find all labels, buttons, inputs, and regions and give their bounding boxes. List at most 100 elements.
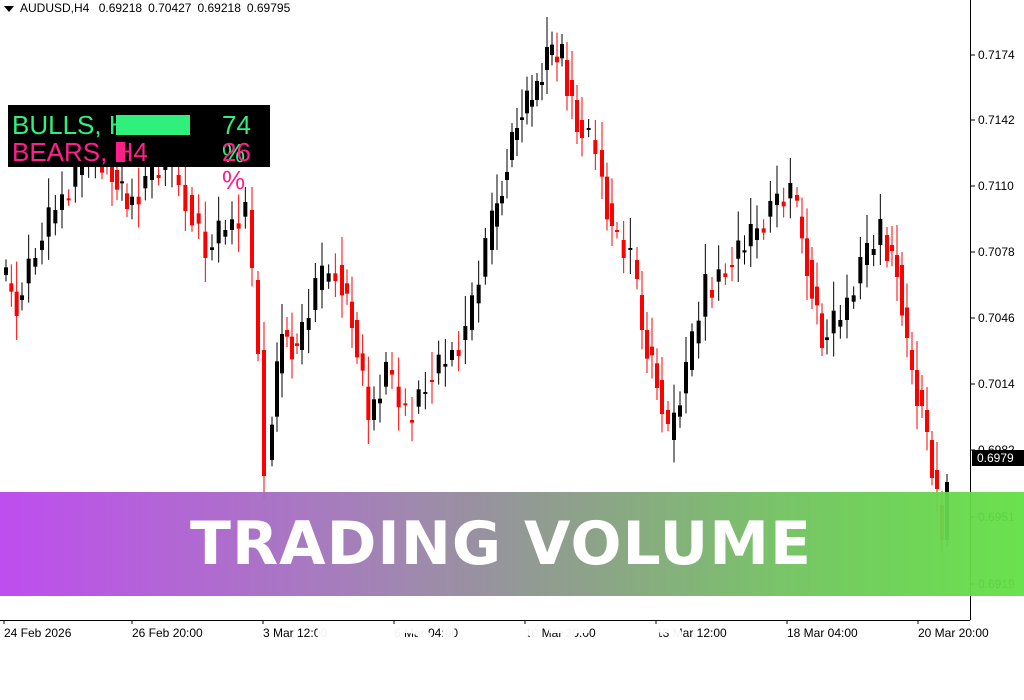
candle-body (831, 310, 836, 334)
candle-body (130, 196, 134, 205)
candle-body (136, 196, 141, 205)
time-tick-label: 20 Mar 20:00 (918, 626, 989, 640)
candle-body (183, 185, 188, 211)
candle-body (236, 223, 241, 229)
candle-body (46, 207, 51, 237)
candle-body (690, 331, 694, 370)
candle-body (795, 195, 799, 201)
bears-strength-bar (116, 142, 125, 162)
price-tick-label: 0.7046 (978, 311, 1015, 325)
candle-body (150, 167, 154, 180)
candle-body (33, 258, 38, 267)
candle-body (66, 198, 71, 201)
candle-body (443, 364, 448, 367)
candle-body (73, 167, 78, 187)
candle-body (805, 238, 809, 276)
candle-body (560, 44, 564, 59)
time-axis: 24 Feb 2026 26 Feb 20:00 3 Mar 12:00 6 Mar … (3, 620, 989, 640)
candle-body (545, 47, 549, 70)
candle-body (755, 228, 759, 240)
candle-body (20, 295, 24, 300)
time-tick-label: 13 Mar 12:00 (656, 626, 727, 640)
candle-body (345, 283, 349, 294)
open-value: 0.69218 (98, 1, 143, 15)
time-tick-label: 18 Mar 04:00 (787, 626, 858, 640)
candle-body (333, 273, 338, 281)
candle-body (378, 398, 382, 404)
candle-body (470, 295, 474, 330)
candle-body (684, 362, 688, 394)
candle-body (156, 175, 161, 178)
candle-body (920, 390, 924, 406)
candle-body (621, 240, 626, 258)
candle-body (350, 301, 354, 328)
candle-body (905, 307, 909, 338)
candle-body (476, 284, 481, 304)
candle-body (515, 128, 519, 140)
candle-body (530, 100, 534, 107)
price-tick-label: 0.7174 (978, 48, 1015, 62)
candle-body (320, 265, 324, 290)
time-tick-label: 26 Feb 20:00 (132, 626, 203, 640)
candle-body (610, 203, 614, 226)
candle-body (120, 181, 124, 184)
candle-body (14, 291, 19, 316)
candle-body (672, 412, 676, 440)
candle-body (800, 216, 804, 239)
close-value: 0.69795 (246, 1, 291, 15)
candle-body (340, 265, 344, 296)
bulls-percent: 74 % (222, 110, 251, 168)
candle-body (865, 243, 869, 265)
candle-body (858, 257, 863, 284)
candle-body (838, 320, 843, 327)
candle-body (410, 420, 414, 423)
candle-body (580, 120, 584, 138)
candle-body (716, 269, 721, 282)
candle-body (26, 258, 31, 284)
candle-body (190, 195, 194, 226)
candle-body (910, 350, 914, 370)
candle-body (450, 350, 454, 360)
high-value: 0.70427 (148, 1, 192, 15)
candle-body (430, 380, 434, 382)
dropdown-triangle-icon[interactable] (4, 5, 14, 12)
title-banner: TRADING VOLUME INDICATOR (0, 492, 1024, 683)
candle-body (230, 219, 234, 230)
candle-body (748, 224, 753, 247)
candle-body (355, 320, 359, 358)
candle-body (250, 210, 254, 268)
candle-body (490, 210, 494, 250)
candle-body (915, 370, 919, 406)
candle-body (384, 362, 388, 387)
candle-body (825, 337, 829, 340)
candle-body (730, 265, 734, 267)
bulls-row: BULLS, H4 74 % (12, 111, 268, 167)
symbol-label: AUDUSD,H4 (20, 1, 90, 15)
banner-title: TRADING VOLUME INDICATOR (190, 509, 812, 683)
candle-body (878, 219, 883, 245)
candle-body (210, 247, 214, 250)
candle-body (871, 249, 876, 255)
candle-body (285, 330, 289, 337)
candle-body (510, 132, 514, 160)
time-tick-label: 10 Mar 20:00 (525, 626, 596, 640)
candle-body (930, 440, 934, 478)
candle-body (300, 322, 304, 350)
candle-body (550, 44, 554, 55)
ohlc-values: 0.69218 0.70427 0.69218 0.69795 (99, 1, 297, 15)
candle-body (540, 82, 544, 85)
candle-body (615, 230, 619, 232)
candle-body (900, 265, 904, 316)
candle-body (810, 260, 814, 299)
candle-body (396, 386, 401, 408)
candle-body (4, 267, 8, 275)
candle-body (60, 194, 64, 210)
candle-body (416, 389, 421, 407)
candle-body (403, 403, 408, 406)
candle-body (535, 81, 539, 100)
candle-body (820, 313, 824, 348)
candle-body (495, 203, 499, 227)
time-tick-label: 24 Feb 2026 (4, 626, 72, 640)
candle-body (313, 278, 318, 310)
candle-body (456, 350, 461, 356)
